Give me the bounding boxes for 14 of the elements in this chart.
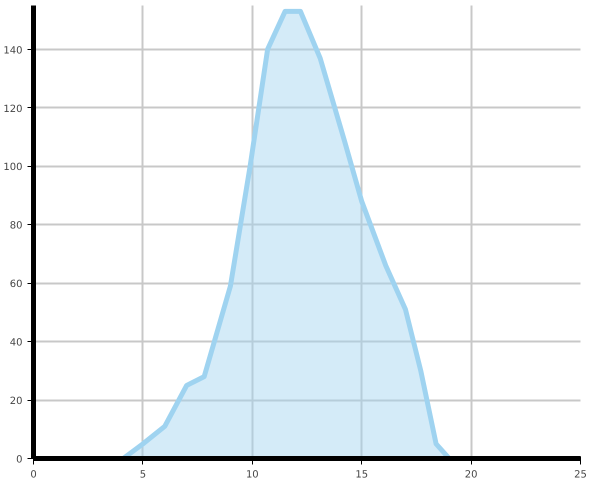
x-tick-label: 20 xyxy=(464,470,478,480)
y-tick-label: 40 xyxy=(10,338,23,349)
y-tick-label: 0 xyxy=(16,454,23,466)
y-tick-label: 100 xyxy=(3,162,23,174)
y-tick-label: 20 xyxy=(10,396,23,408)
x-tick-label: 10 xyxy=(246,470,259,480)
y-tick-label: 60 xyxy=(10,279,23,290)
y-tick-label: 80 xyxy=(10,220,23,232)
x-tick-label: 15 xyxy=(355,470,368,480)
y-tick-label: 120 xyxy=(3,104,23,115)
x-tick-label: 5 xyxy=(140,470,146,480)
x-tick-label: 0 xyxy=(30,470,37,480)
x-tick-label: 25 xyxy=(574,470,587,480)
y-tick-label: 140 xyxy=(3,45,23,56)
